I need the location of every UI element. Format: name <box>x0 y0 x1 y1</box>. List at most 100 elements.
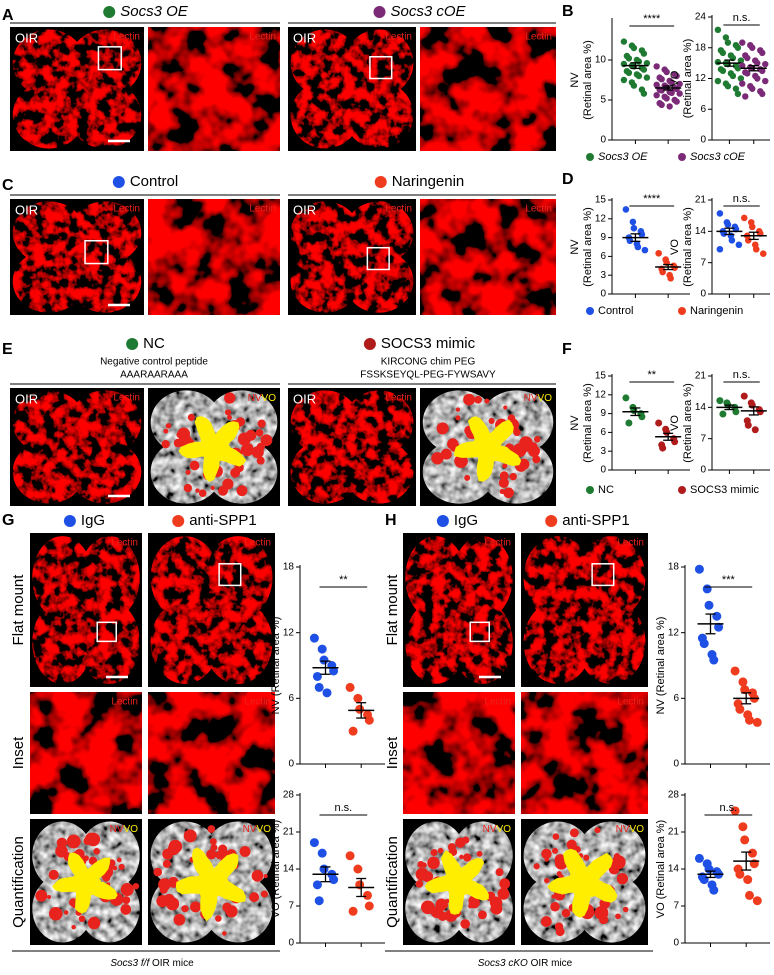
legend-label: SOCS3 mimic <box>690 484 760 496</box>
data-point <box>704 864 714 874</box>
y-tick-label: 0 <box>700 289 706 300</box>
nv-spot <box>497 887 510 900</box>
nv-spot <box>159 885 168 894</box>
nv-spot <box>46 894 52 900</box>
y-axis-label: VO <box>669 239 681 255</box>
data-point <box>659 268 666 276</box>
quant-legend: NVVO <box>248 393 277 404</box>
nv-spot <box>421 900 435 915</box>
data-point <box>653 63 660 70</box>
vo-area <box>547 848 618 918</box>
data-point <box>719 67 727 75</box>
y-tick-label: 21 <box>283 827 295 838</box>
data-point <box>666 103 673 110</box>
nv-spot <box>256 456 265 465</box>
y-axis-label: VO <box>669 415 681 431</box>
nv-spot <box>533 863 540 870</box>
nv-spot <box>463 853 472 862</box>
stain-label: Lectin <box>113 393 140 404</box>
group-dot <box>172 515 185 527</box>
nv-spot <box>251 870 264 882</box>
nv-spot <box>474 395 482 404</box>
nv-spot <box>255 429 264 437</box>
flat-image <box>288 199 416 315</box>
legend-label: Control <box>598 305 633 317</box>
vo-area <box>52 852 118 914</box>
flat-image <box>288 27 416 151</box>
flat-image <box>288 388 416 506</box>
nv-spot <box>260 890 268 898</box>
quant-image <box>403 819 515 945</box>
stain-label: Lectin <box>111 538 138 549</box>
data-point <box>635 58 643 65</box>
inset-box <box>96 621 117 643</box>
model-label: OIR <box>293 391 316 406</box>
y-tick-label: 9 <box>600 232 606 243</box>
stain-label: Lectin <box>385 32 412 43</box>
y-tick-label: 7 <box>288 901 294 912</box>
data-point <box>714 77 722 85</box>
data-point <box>739 62 746 69</box>
nv-spot <box>187 413 195 421</box>
data-point <box>738 677 748 687</box>
texture <box>290 201 414 313</box>
nv-spot <box>102 873 111 882</box>
nv-spot <box>551 894 556 899</box>
y-tick-label: 14 <box>668 864 680 875</box>
y-tick-label: 18 <box>668 562 680 573</box>
vo-area <box>175 847 246 922</box>
quant-legend: NVVO <box>616 824 645 835</box>
quant-legend: NVVO <box>243 824 272 835</box>
row-label: Quantification <box>10 836 27 928</box>
data-point <box>699 875 709 885</box>
y-tick-label: 3 <box>600 270 606 281</box>
data-point <box>658 76 665 83</box>
nv-spot <box>249 892 260 903</box>
texture <box>521 692 648 814</box>
nv-label: NV <box>248 393 262 404</box>
nv-spot <box>503 405 508 410</box>
model-label: OIR <box>293 202 316 217</box>
significance-label: n.s. <box>733 369 751 381</box>
data-point <box>759 250 767 258</box>
legend-dot <box>678 486 686 494</box>
data-point <box>724 221 732 228</box>
row-label: Flat mount <box>10 574 27 646</box>
nv-spot <box>561 908 571 918</box>
nv-spot <box>615 913 621 920</box>
panel-label: H <box>385 512 397 529</box>
significance-label: **** <box>643 193 661 205</box>
nv-spot <box>430 848 438 857</box>
texture <box>12 390 142 504</box>
data-point <box>630 44 638 52</box>
significance-label: ** <box>647 369 656 381</box>
y-tick-label: 9 <box>600 408 606 419</box>
data-point <box>314 896 324 906</box>
nv-spot <box>245 429 257 441</box>
group-dot <box>63 515 76 527</box>
y-tick-label: 28 <box>283 790 295 801</box>
nv-spot <box>455 415 461 421</box>
nv-spot <box>256 442 265 452</box>
nv-spot <box>598 914 609 925</box>
data-point <box>704 600 714 610</box>
y-tick-label: 5 <box>600 95 606 106</box>
nv-spot <box>540 916 552 927</box>
stain-label: Lectin <box>484 538 511 549</box>
data-point <box>759 67 766 75</box>
data-point <box>676 80 683 88</box>
data-point <box>702 584 712 594</box>
data-point <box>638 413 646 421</box>
texture <box>148 692 275 814</box>
quant-image <box>30 819 142 945</box>
data-point <box>329 666 339 676</box>
stain-label: Lectin <box>617 697 644 708</box>
data-point <box>728 236 736 244</box>
vo-area <box>454 416 522 482</box>
nv-spot <box>594 827 601 834</box>
data-point <box>622 206 630 213</box>
data-point <box>719 49 727 57</box>
nv-spot <box>122 896 131 905</box>
data-point <box>363 890 372 900</box>
nv-label: NV <box>524 393 538 404</box>
